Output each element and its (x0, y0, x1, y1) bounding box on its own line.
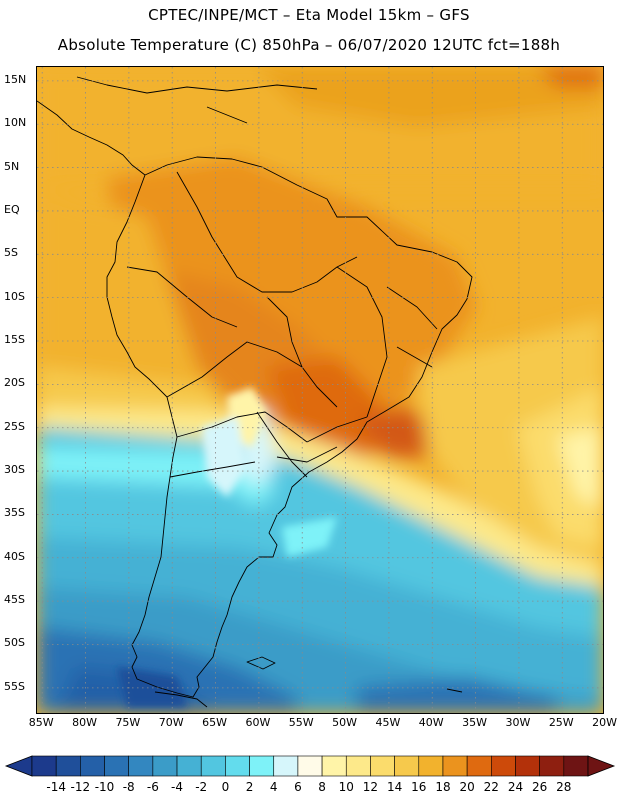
temperature-map (37, 67, 603, 713)
colorbar-tick-label: 22 (483, 780, 499, 794)
chart-title-line1: CPTEC/INPE/MCT – Eta Model 15km – GFS (148, 6, 470, 24)
colorbar-swatch (442, 755, 468, 777)
colorbar-arrow-left (4, 755, 33, 777)
colorbar-swatch (200, 755, 226, 777)
lon-tick-label: 25W (548, 716, 574, 729)
lon-tick-label: 20W (592, 716, 618, 729)
colorbar-tick-label: 10 (338, 780, 354, 794)
lat-tick-label: 10N (4, 116, 27, 130)
chart-title-line2: Absolute Temperature (C) 850hPa – 06/07/… (57, 36, 561, 54)
lon-tick-label: 85W (28, 716, 54, 729)
colorbar-arrow-right (587, 755, 616, 777)
colorbar-tick-label: 6 (294, 780, 302, 794)
colorbar-swatch (345, 755, 371, 777)
lon-tick-label: 30W (505, 716, 531, 729)
coastline-and-borders (37, 76, 473, 708)
colorbar-swatch (31, 755, 57, 777)
map-panel (36, 66, 604, 714)
lat-tick-label: 5S (4, 246, 18, 260)
lat-tick-label: 15N (4, 72, 27, 86)
lon-tick-label: 65W (202, 716, 227, 729)
lon-tick-label: 60W (245, 716, 271, 729)
colorbar-swatch (466, 755, 492, 777)
lon-tick-label: 45W (375, 716, 401, 729)
colorbar-swatch (563, 755, 589, 777)
colorbar-tick-label: 24 (507, 780, 524, 794)
lon-tick-label: 75W (115, 716, 141, 729)
colorbar-tick-label: -8 (122, 780, 135, 794)
colorbar-tick-label: 16 (411, 780, 427, 794)
colorbar-swatch (225, 755, 250, 777)
colorbar-tick-label: 28 (556, 780, 572, 794)
colorbar-tick-label: 0 (221, 780, 230, 794)
colorbar-tick-label: -6 (146, 780, 159, 794)
colorbar-swatch (321, 755, 347, 777)
colorbar-swatch (297, 755, 323, 777)
lat-tick-label: 10S (4, 289, 25, 303)
lat-tick-label: 15S (4, 333, 25, 346)
lat-tick-label: 20S (4, 376, 25, 390)
colorbar-swatch (80, 755, 105, 777)
lat-tick-label: 45S (4, 593, 25, 607)
colorbar-tick-label: 12 (362, 780, 379, 794)
colorbar-tick-label: -10 (94, 780, 115, 794)
lon-tick-label: 55W (288, 716, 314, 729)
colorbar (4, 755, 616, 777)
colorbar-swatch (418, 755, 444, 777)
lat-tick-label: EQ (4, 202, 20, 216)
colorbar-swatch (273, 755, 299, 777)
lon-tick-label: 80W (72, 716, 97, 729)
colorbar-tick-label: 18 (435, 780, 451, 794)
colorbar-swatch (249, 755, 275, 777)
colorbar-tick-label: 26 (532, 780, 548, 794)
colorbar-swatch (394, 755, 420, 777)
colorbar-tick-label: 4 (269, 780, 278, 794)
lon-tick-label: 50W (332, 716, 357, 729)
colorbar-tick-label: -12 (70, 780, 91, 794)
lon-tick-label: 35W (462, 716, 488, 729)
lon-tick-label: 70W (158, 716, 184, 729)
colorbar-tick-label: -2 (195, 780, 208, 794)
colorbar-tick-label: 8 (318, 780, 326, 794)
temperature-field (37, 67, 603, 713)
lat-tick-label: 35S (4, 506, 25, 520)
lat-tick-label: 40S (4, 549, 25, 563)
colorbar-swatch (539, 755, 565, 777)
colorbar-swatch (128, 755, 154, 777)
lat-tick-label: 50S (4, 636, 25, 650)
colorbar-swatch (370, 755, 395, 777)
colorbar-swatch (104, 755, 129, 777)
colorbar-swatch (515, 755, 540, 777)
colorbar-swatch (491, 755, 516, 777)
colorbar-swatch (152, 755, 178, 777)
colorbar-tick-label: -4 (171, 780, 184, 794)
lat-tick-label: 5N (4, 159, 20, 173)
colorbar-tick-label: 2 (245, 780, 254, 794)
colorbar-tick-label: 14 (386, 780, 403, 794)
lat-tick-label: 25S (4, 419, 25, 433)
lat-tick-label: 55S (4, 679, 25, 693)
lon-tick-label: 40W (418, 716, 444, 729)
colorbar-swatch (176, 755, 202, 777)
colorbar-tick-label: 20 (459, 780, 475, 794)
lat-tick-label: 30S (4, 463, 25, 477)
colorbar-tick-label: -14 (46, 780, 66, 794)
colorbar-swatch (55, 755, 81, 777)
